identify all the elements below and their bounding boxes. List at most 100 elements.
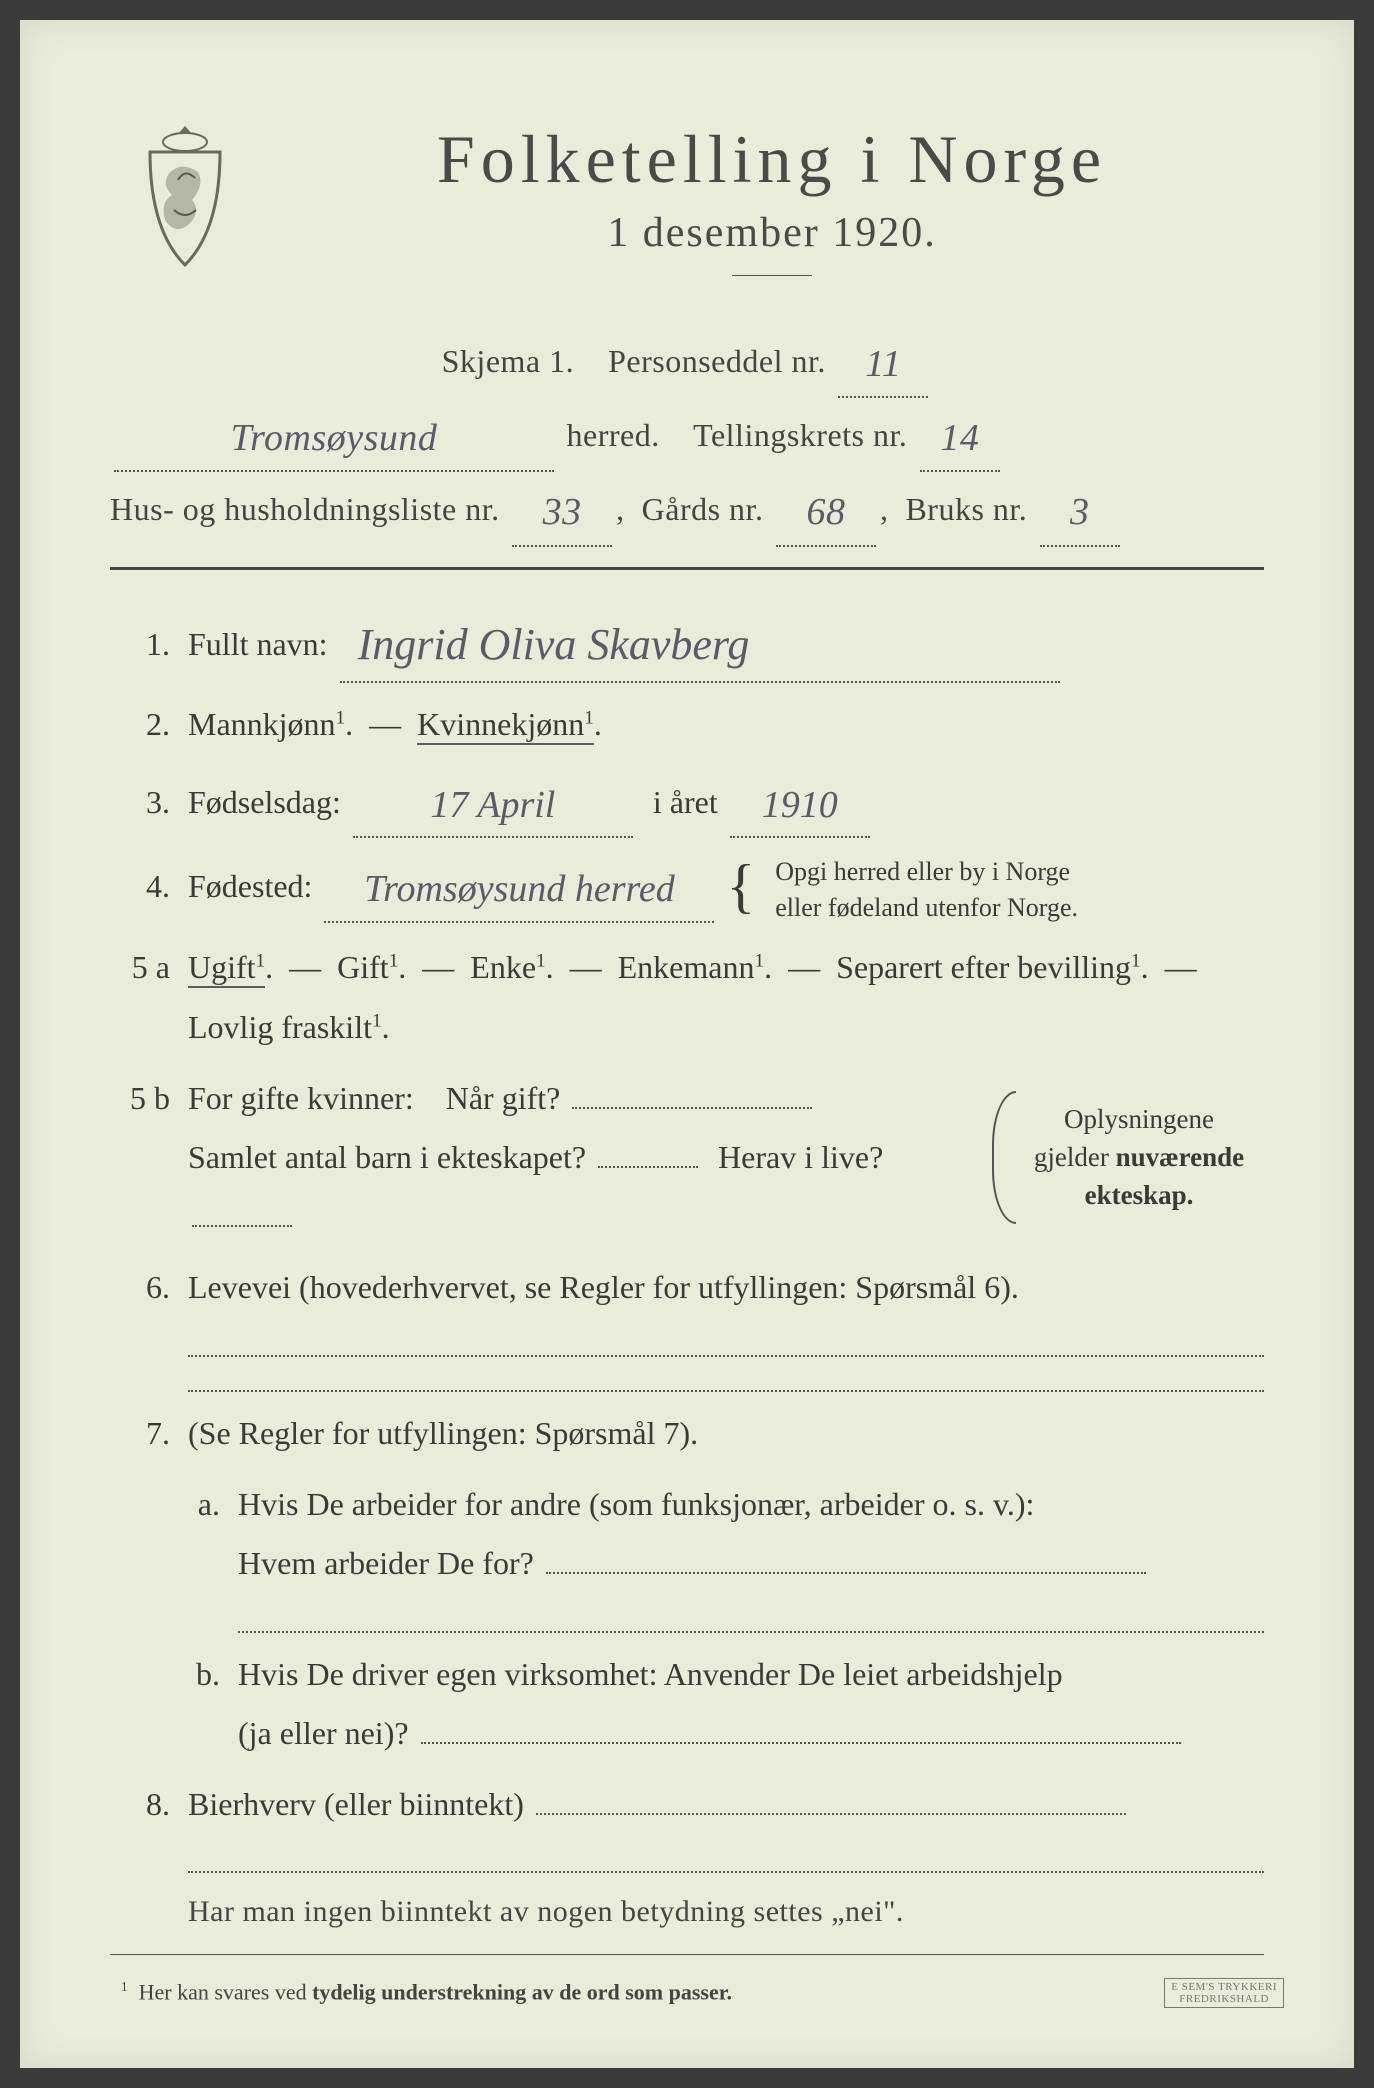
personseddel-label: Personseddel nr. [608,343,826,379]
tellingskrets-label: Tellingskrets nr. [693,417,907,453]
q7b-num: b. [110,1656,220,1693]
q3-day: 17 April [424,784,561,826]
q5b-l1a: For gifte kvinner: [188,1080,414,1116]
tellingskrets-nr: 14 [934,417,985,459]
main-title: Folketelling i Norge [280,120,1264,199]
q5a-enke-text: Enke [470,949,536,985]
q1-num: 1. [110,626,170,663]
coat-of-arms-icon [130,120,240,270]
sub-title: 1 desember 1920. [280,209,1264,257]
header: Folketelling i Norge 1 desember 1920. [110,120,1264,304]
q5b-l2a: Samlet antal barn i ekteskapet? [188,1139,586,1175]
footer-rule [110,1954,1264,1955]
q5a-fraskilt: Lovlig fraskilt1. [188,1009,390,1045]
question-3: 3. Fødselsdag: 17 April i året 1910 [110,766,1264,838]
q8-label: Bierhverv (eller biinntekt) [188,1786,524,1822]
q1-value: Ingrid Oliva Skavberg [352,620,756,669]
herred-label: herred. [567,417,660,453]
question-7b: b. Hvis De driver egen virksomhet: Anven… [110,1645,1264,1763]
footnote-marker: 1 [121,1979,128,1994]
question-6: 6. Levevei (hovederhvervet, se Regler fo… [110,1258,1264,1317]
q7-num: 7. [110,1415,170,1452]
question-5a: 5 a Ugift1. — Gift1. — Enke1. — Enkemann… [110,938,1264,1056]
question-7a: a. Hvis De arbeider for andre (som funks… [110,1475,1264,1593]
skjema-line: Skjema 1. Personseddel nr. 11 [110,324,1264,398]
q6-fill-1 [188,1330,1264,1357]
q4-note-l1: Opgi herred eller by i Norge [775,857,1070,886]
q5a-fraskilt-text: Lovlig fraskilt [188,1009,372,1045]
gards-label: Gårds nr. [642,491,764,527]
q2-mann-text: Mannkjønn [188,706,336,742]
q7b-l2: (ja eller nei)? [238,1715,409,1751]
q5b-note-l1: Oplysningene [1064,1104,1214,1134]
q2-mann: Mannkjønn1. [188,706,353,742]
q7a-fill [238,1606,1264,1633]
q5b-l1b: Når gift? [446,1080,561,1116]
footer-note2: 1 Her kan svares ved tydelig understrekn… [110,1979,1264,2005]
question-5b: 5 b For gifte kvinner: Når gift? Samlet … [110,1069,1264,1247]
gards-nr: 68 [800,491,851,533]
footer-note1: Har man ingen biinntekt av nogen betydni… [188,1883,1264,1940]
q5a-enkemann-text: Enkemann [618,949,755,985]
herred-value: Tromsøysund [225,417,444,459]
herred-line: Tromsøysund herred. Tellingskrets nr. 14 [110,398,1264,472]
personseddel-nr: 11 [859,343,907,385]
q5a-enke: Enke1. [470,949,553,985]
q5a-gift: Gift1. [337,949,406,985]
printer-stamp: E SEM'S TRYKKERI FREDRIKSHALD [1164,1978,1284,2008]
q4-value: Tromsøysund herred [358,868,681,910]
q6-fill-2 [188,1365,1264,1392]
q3-label: Fødselsdag: [188,784,341,820]
q3-year-label: i året [653,784,718,820]
stamp-l1: E SEM'S TRYKKERI [1171,1981,1277,1993]
husliste-nr: 33 [537,491,588,533]
q4-num: 4. [110,868,170,905]
q6-label: Levevei (hovederhvervet, se Regler for u… [188,1269,1019,1305]
footnote-bold: tydelig understrekning av de ord som pas… [312,1980,732,2005]
husliste-label: Hus- og husholdningsliste nr. [110,491,500,527]
q1-label: Fullt navn: [188,626,328,662]
header-rule [110,567,1264,570]
title-rule [732,275,812,276]
q5a-ugift-text: Ugift [188,949,256,985]
q3-year: 1910 [756,784,844,826]
q5a-ugift: Ugift1 [188,949,265,988]
question-7: 7. (Se Regler for utfyllingen: Spørsmål … [110,1404,1264,1463]
q5a-gift-text: Gift [337,949,389,985]
husliste-line: Hus- og husholdningsliste nr. 33, Gårds … [110,472,1264,546]
q4-note-l2: eller fødeland utenfor Norge. [775,893,1078,922]
q7a-l1: Hvis De arbeider for andre (som funksjon… [238,1486,1034,1522]
q5b-num: 5 b [110,1080,170,1117]
q7a-l2: Hvem arbeider De for? [238,1545,534,1581]
q8-fill [188,1846,1264,1873]
q4-label: Fødested: [188,868,312,904]
q5a-separert: Separert efter bevilling1. [836,949,1149,985]
q5b-note: Oplysningene gjelder nuværende ekteskap. [1014,1101,1264,1214]
stamp-l2: FREDRIKSHALD [1179,1993,1269,2005]
q5b-note-l3: ekteskap. [1085,1180,1194,1210]
bruks-nr: 3 [1064,491,1096,533]
q5a-enkemann: Enkemann1. [618,949,772,985]
bruks-label: Bruks nr. [905,491,1027,527]
q5a-separert-text: Separert efter bevilling [836,949,1131,985]
q5b-note-l2: gjelder nuværende [1034,1142,1244,1172]
q3-num: 3. [110,784,170,821]
q7a-num: a. [110,1486,220,1523]
q8-num: 8. [110,1786,170,1823]
q6-num: 6. [110,1269,170,1306]
q7-intro: (Se Regler for utfyllingen: Spørsmål 7). [188,1415,698,1451]
q5b-l2b: Herav i live? [718,1139,883,1175]
question-8: 8. Bierhverv (eller biinntekt) [110,1775,1264,1834]
q7b-l1: Hvis De driver egen virksomhet: Anvender… [238,1656,1063,1692]
question-4: 4. Fødested: Tromsøysund herred { Opgi h… [110,850,1264,926]
q5a-num: 5 a [110,949,170,986]
census-form-page: Folketelling i Norge 1 desember 1920. Sk… [20,20,1354,2068]
question-2: 2. Mannkjønn1. — Kvinnekjønn1. [110,695,1264,754]
skjema-label: Skjema 1. [442,343,574,379]
footnote-pre: Her kan svares ved [139,1980,307,2005]
q2-num: 2. [110,706,170,743]
q2-kvinne-text: Kvinnekjønn [417,706,584,742]
q4-note: Opgi herred eller by i Norge eller fødel… [775,854,1078,927]
q2-kvinne: Kvinnekjønn1 [417,706,594,745]
q5b-left: For gifte kvinner: Når gift? Samlet anta… [188,1069,994,1247]
